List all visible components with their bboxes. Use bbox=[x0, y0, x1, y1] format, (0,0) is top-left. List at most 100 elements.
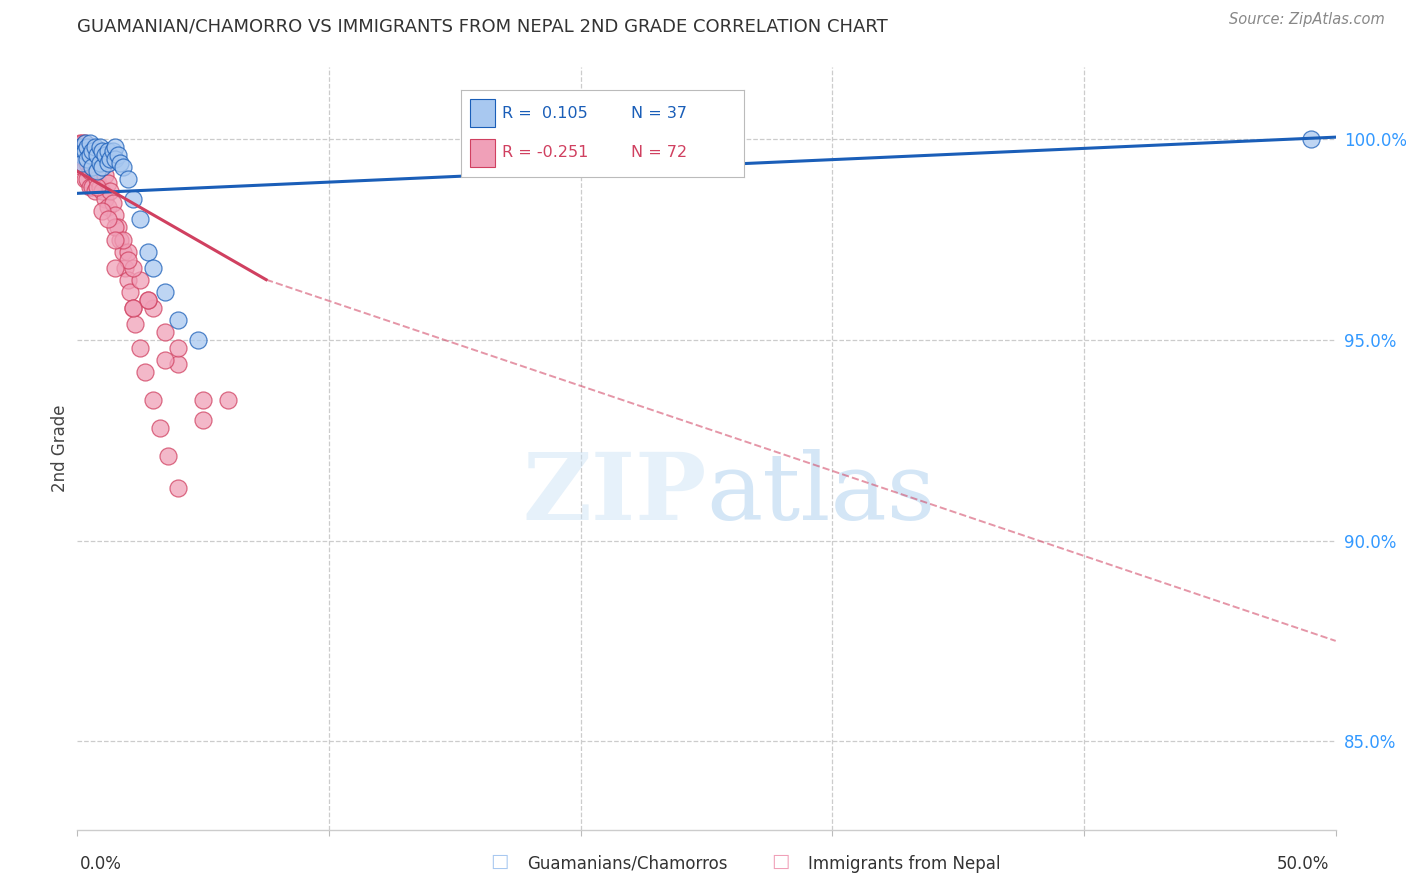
Point bbox=[124, 317, 146, 331]
Point bbox=[72, 148, 94, 162]
Point bbox=[94, 148, 117, 162]
Point bbox=[136, 293, 159, 307]
Point bbox=[94, 169, 117, 183]
Point bbox=[86, 148, 108, 162]
Point bbox=[121, 301, 143, 315]
Text: Guamanians/Chamorros: Guamanians/Chamorros bbox=[527, 855, 728, 872]
Point bbox=[91, 144, 114, 159]
Point bbox=[121, 260, 143, 275]
Point bbox=[117, 252, 139, 267]
Point bbox=[76, 172, 98, 186]
Point bbox=[134, 365, 156, 379]
Point bbox=[191, 392, 215, 407]
Point bbox=[73, 136, 96, 151]
Point bbox=[84, 185, 107, 199]
Point bbox=[76, 153, 98, 167]
Point bbox=[86, 180, 108, 194]
Point bbox=[82, 161, 104, 175]
Point bbox=[86, 153, 108, 167]
Point bbox=[101, 196, 124, 211]
Point bbox=[82, 180, 104, 194]
Point bbox=[91, 161, 114, 175]
Point bbox=[69, 136, 91, 151]
Point bbox=[191, 413, 215, 427]
Point bbox=[82, 161, 104, 175]
Point bbox=[187, 333, 209, 347]
Point bbox=[142, 392, 165, 407]
Point bbox=[167, 313, 190, 327]
Point bbox=[155, 353, 177, 368]
Text: 0.0%: 0.0% bbox=[80, 855, 122, 872]
Point bbox=[114, 260, 136, 275]
Point bbox=[121, 193, 143, 207]
Point bbox=[117, 172, 139, 186]
Point bbox=[107, 148, 129, 162]
Point bbox=[89, 140, 111, 154]
Point bbox=[104, 260, 127, 275]
Point bbox=[117, 244, 139, 259]
Point bbox=[117, 273, 139, 287]
Point bbox=[96, 177, 118, 191]
Point bbox=[73, 148, 96, 162]
Point bbox=[167, 341, 190, 355]
Point bbox=[1299, 132, 1322, 146]
Point bbox=[89, 180, 111, 194]
Point bbox=[91, 204, 114, 219]
Point bbox=[96, 144, 118, 159]
Point bbox=[98, 185, 121, 199]
Point bbox=[121, 301, 143, 315]
Point bbox=[111, 244, 134, 259]
Text: 50.0%: 50.0% bbox=[1277, 855, 1329, 872]
Point bbox=[89, 156, 111, 170]
Point bbox=[73, 161, 96, 175]
Point bbox=[96, 200, 118, 214]
Point bbox=[82, 144, 104, 159]
Point bbox=[76, 140, 98, 154]
Point bbox=[104, 232, 127, 246]
Point bbox=[82, 144, 104, 159]
Point bbox=[155, 325, 177, 339]
Point bbox=[142, 260, 165, 275]
Point bbox=[96, 212, 118, 227]
Point bbox=[79, 136, 101, 151]
Text: Source: ZipAtlas.com: Source: ZipAtlas.com bbox=[1229, 12, 1385, 27]
Text: □: □ bbox=[489, 852, 509, 871]
Point bbox=[89, 156, 111, 170]
Point bbox=[84, 164, 107, 178]
Point bbox=[136, 293, 159, 307]
Point bbox=[142, 301, 165, 315]
Point bbox=[73, 144, 96, 159]
Point bbox=[84, 148, 107, 162]
Point bbox=[79, 148, 101, 162]
Point bbox=[149, 421, 172, 435]
Point bbox=[79, 180, 101, 194]
Point bbox=[73, 136, 96, 151]
Point bbox=[69, 153, 91, 167]
Point bbox=[136, 244, 159, 259]
Point bbox=[72, 136, 94, 151]
Text: atlas: atlas bbox=[707, 449, 936, 539]
Point bbox=[129, 341, 152, 355]
Point bbox=[94, 193, 117, 207]
Text: ZIP: ZIP bbox=[522, 449, 707, 539]
Point bbox=[86, 164, 108, 178]
Point bbox=[120, 285, 142, 299]
Point bbox=[217, 392, 239, 407]
Text: GUAMANIAN/CHAMORRO VS IMMIGRANTS FROM NEPAL 2ND GRADE CORRELATION CHART: GUAMANIAN/CHAMORRO VS IMMIGRANTS FROM NE… bbox=[77, 17, 889, 35]
Point bbox=[104, 220, 127, 235]
Point bbox=[111, 232, 134, 246]
Point bbox=[79, 140, 101, 154]
Point bbox=[91, 185, 114, 199]
Point bbox=[72, 156, 94, 170]
Point bbox=[76, 156, 98, 170]
Point bbox=[84, 140, 107, 154]
Text: □: □ bbox=[770, 852, 790, 871]
Y-axis label: 2nd Grade: 2nd Grade bbox=[51, 404, 69, 492]
Point bbox=[79, 164, 101, 178]
Point bbox=[73, 172, 96, 186]
Point bbox=[104, 140, 127, 154]
Point bbox=[156, 449, 179, 463]
Point bbox=[108, 232, 131, 246]
Point bbox=[72, 148, 94, 162]
Point bbox=[167, 357, 190, 371]
